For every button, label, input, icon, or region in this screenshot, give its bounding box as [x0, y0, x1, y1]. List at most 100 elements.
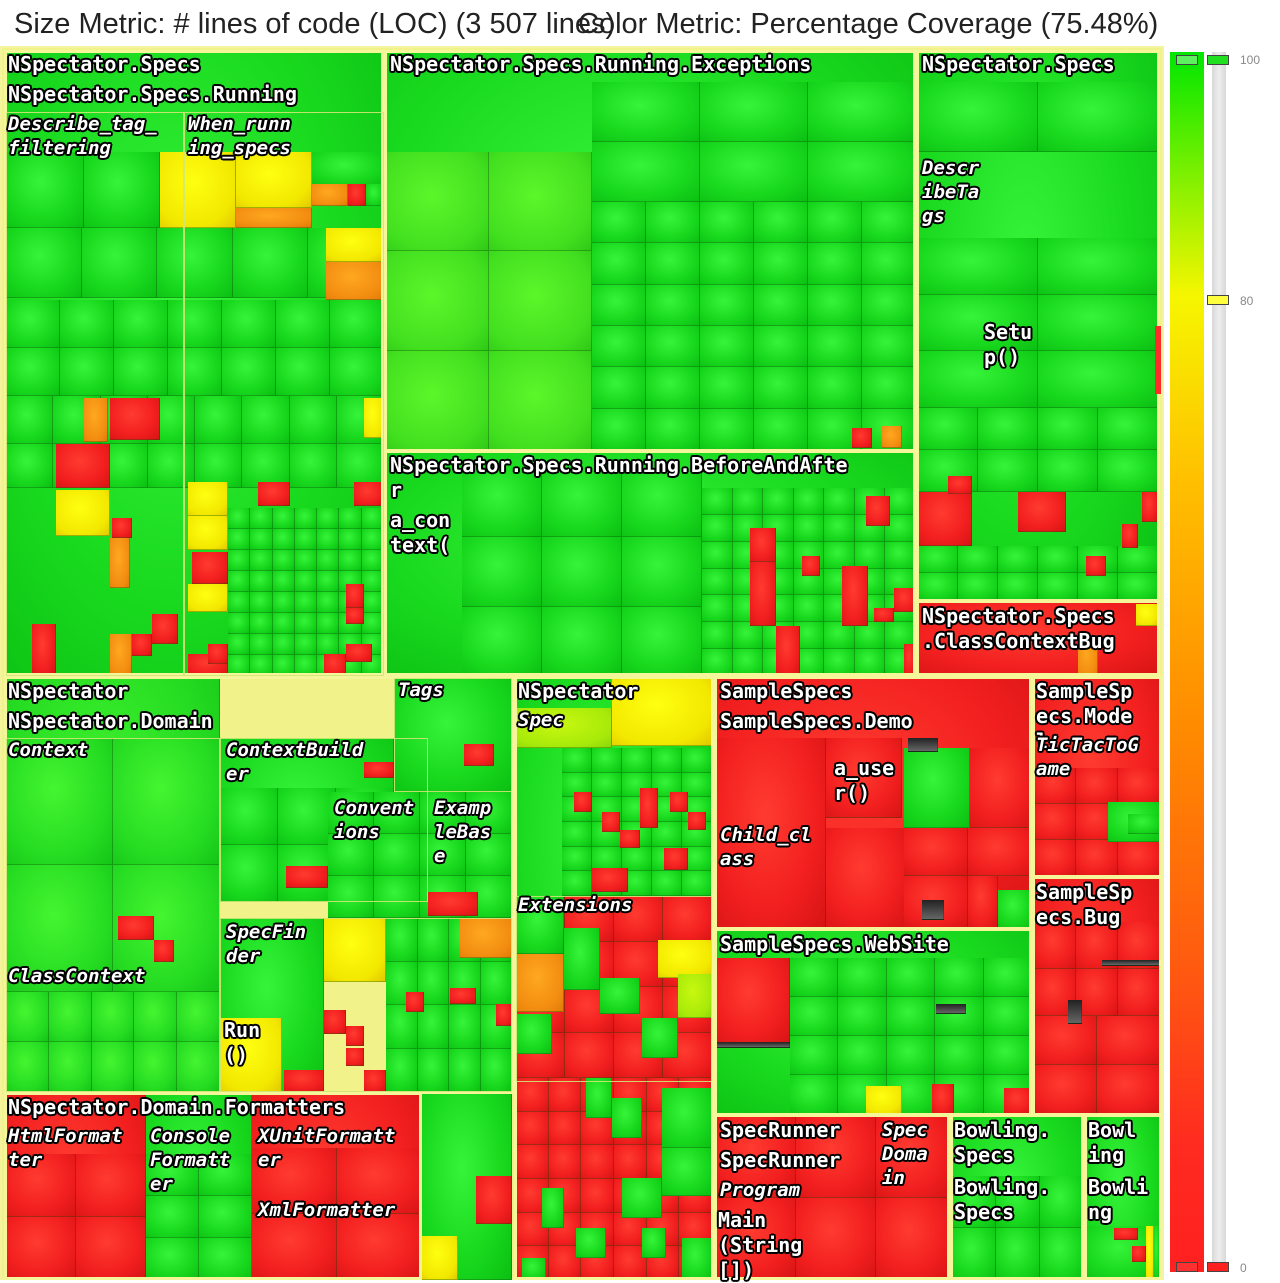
treemap-tile[interactable]	[250, 571, 273, 592]
treemap-tile[interactable]	[76, 1217, 146, 1280]
treemap-tile[interactable]	[862, 326, 916, 368]
treemap-tile[interactable]	[1102, 960, 1160, 966]
treemap-tile[interactable]	[866, 1086, 902, 1114]
treemap-tile[interactable]	[386, 350, 489, 450]
legend-slider-track[interactable]	[1212, 52, 1226, 1272]
treemap-tile[interactable]	[922, 900, 944, 920]
treemap-tile[interactable]	[134, 992, 178, 1042]
treemap-tile[interactable]	[1097, 1065, 1160, 1114]
treemap-tile[interactable]	[564, 928, 600, 990]
treemap-tile[interactable]	[228, 529, 251, 550]
treemap-tile[interactable]	[250, 634, 273, 655]
treemap-tile[interactable]	[970, 748, 1032, 828]
treemap-tile[interactable]	[188, 584, 228, 612]
treemap-tile[interactable]	[208, 644, 228, 664]
treemap-tile[interactable]	[516, 954, 564, 1012]
treemap-tile[interactable]	[220, 845, 278, 902]
treemap-tile[interactable]	[289, 396, 337, 444]
treemap-tile[interactable]	[339, 550, 362, 571]
treemap-tile[interactable]	[1078, 638, 1098, 676]
treemap-tile[interactable]	[796, 1116, 876, 1198]
treemap-tile[interactable]	[838, 997, 887, 1036]
treemap-tile[interactable]	[220, 1018, 282, 1092]
treemap-tile[interactable]	[932, 1084, 954, 1114]
treemap-tile[interactable]	[276, 348, 330, 396]
treemap-tile[interactable]	[1038, 294, 1158, 352]
treemap-tile[interactable]	[622, 1178, 662, 1218]
treemap-tile[interactable]	[420, 792, 466, 834]
treemap-tile[interactable]	[326, 228, 384, 262]
treemap-tile[interactable]	[983, 997, 1032, 1036]
treemap-tile[interactable]	[337, 1148, 422, 1214]
treemap-tile[interactable]	[188, 516, 228, 550]
treemap-tile[interactable]	[1076, 840, 1118, 876]
treemap-tile[interactable]	[386, 918, 418, 962]
treemap-tile[interactable]	[6, 152, 84, 228]
treemap-tile[interactable]	[904, 644, 916, 676]
treemap-tile[interactable]	[824, 514, 855, 542]
treemap-tile[interactable]	[110, 398, 160, 440]
treemap-tile[interactable]	[874, 608, 894, 622]
treemap-tile[interactable]	[496, 1004, 512, 1026]
treemap-tile[interactable]	[542, 606, 622, 676]
treemap-tile[interactable]	[716, 738, 826, 928]
treemap-tile[interactable]	[824, 649, 855, 676]
treemap-tile[interactable]	[862, 202, 916, 244]
treemap-tile[interactable]	[134, 1042, 178, 1092]
treemap-tile[interactable]	[904, 748, 970, 828]
treemap-tile[interactable]	[228, 634, 251, 655]
treemap-tile[interactable]	[542, 468, 622, 538]
treemap-tile[interactable]	[918, 408, 978, 450]
treemap-tile[interactable]	[146, 1154, 199, 1196]
treemap-tile[interactable]	[1098, 450, 1158, 492]
treemap-tile[interactable]	[272, 592, 295, 613]
treemap-tile[interactable]	[918, 294, 1038, 352]
treemap-tile[interactable]	[646, 326, 700, 368]
treemap-tile[interactable]	[1118, 969, 1160, 1016]
treemap-tile[interactable]	[754, 326, 808, 368]
treemap-tile[interactable]	[489, 152, 592, 252]
treemap-tile[interactable]	[516, 1078, 549, 1112]
treemap-tile[interactable]	[228, 550, 251, 571]
treemap-tile[interactable]	[364, 1070, 386, 1092]
treemap-tile[interactable]	[462, 537, 542, 607]
treemap-tile[interactable]	[516, 1145, 549, 1179]
treemap-tile[interactable]	[602, 812, 620, 832]
treemap-tile[interactable]	[790, 1036, 839, 1075]
treemap-tile[interactable]	[374, 834, 420, 876]
treemap-tile[interactable]	[199, 1154, 252, 1196]
treemap-tile[interactable]	[289, 444, 337, 488]
treemap-tile[interactable]	[1038, 351, 1158, 408]
treemap-tile[interactable]	[250, 592, 273, 613]
treemap-tile[interactable]	[952, 1176, 996, 1228]
treemap-tile[interactable]	[542, 537, 622, 607]
treemap-tile[interactable]	[6, 1042, 49, 1092]
treemap-tile[interactable]	[84, 398, 108, 442]
treemap-tile[interactable]	[110, 634, 132, 676]
treemap-tile[interactable]	[983, 1036, 1032, 1075]
treemap-tile[interactable]	[417, 1048, 449, 1092]
treemap-tile[interactable]	[188, 482, 228, 516]
treemap-tile[interactable]	[1118, 546, 1158, 573]
treemap-tile[interactable]	[6, 738, 113, 865]
treemap-tile[interactable]	[646, 367, 700, 409]
treemap-tile[interactable]	[790, 1075, 839, 1114]
treemap-tile[interactable]	[646, 243, 700, 285]
treemap-tile[interactable]	[374, 876, 420, 918]
treemap-tile[interactable]	[91, 1042, 135, 1092]
treemap-tile[interactable]	[250, 529, 273, 550]
treemap-tile[interactable]	[662, 1148, 712, 1196]
treemap-tile[interactable]	[918, 546, 958, 573]
treemap-tile[interactable]	[464, 744, 494, 766]
treemap-tile[interactable]	[622, 846, 652, 872]
treemap-tile[interactable]	[842, 566, 868, 626]
treemap-tile[interactable]	[422, 1236, 458, 1280]
treemap-tile[interactable]	[312, 152, 384, 186]
treemap-tile[interactable]	[886, 958, 936, 997]
treemap-tile[interactable]	[826, 738, 902, 818]
treemap-tile[interactable]	[576, 1228, 606, 1258]
treemap-tile[interactable]	[1040, 1176, 1084, 1228]
treemap-tile[interactable]	[462, 606, 542, 676]
treemap-tile[interactable]	[700, 142, 808, 202]
treemap-tile[interactable]	[522, 1258, 546, 1280]
